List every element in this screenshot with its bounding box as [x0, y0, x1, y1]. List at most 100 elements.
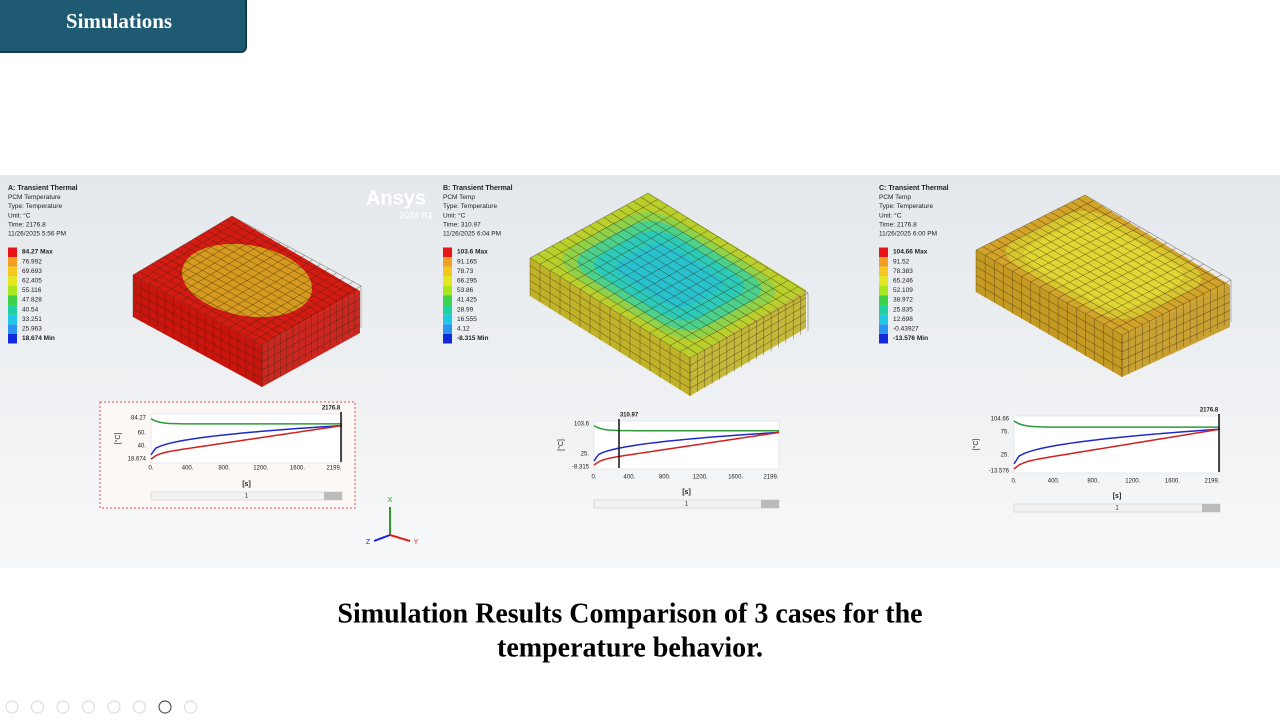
block-side — [690, 290, 806, 396]
mesh-line — [1094, 263, 1204, 320]
label: 800. — [218, 466, 230, 472]
label: Unit: °C — [8, 211, 31, 219]
label: 12.698 — [893, 316, 913, 323]
label: 0. — [148, 466, 153, 472]
mesh-line — [689, 292, 809, 359]
mesh-line — [679, 286, 799, 353]
label: Unit: °C — [879, 211, 902, 219]
mesh-line — [213, 259, 313, 320]
mesh-line — [132, 283, 361, 354]
label: Type: Temperature — [443, 203, 497, 210]
mesh-line — [188, 241, 318, 313]
slider-thumb — [1202, 504, 1220, 512]
mesh-line — [596, 221, 757, 322]
mesh-line — [639, 261, 759, 328]
legend-swatch — [8, 324, 17, 334]
label: [°C] — [114, 433, 122, 445]
legend-swatch — [443, 314, 452, 325]
mesh-line — [229, 268, 329, 328]
legend-swatch — [8, 333, 17, 344]
mesh-line — [132, 299, 361, 371]
label: Time: 2176.8 — [8, 222, 46, 229]
label: 2176.8 — [1200, 408, 1219, 414]
label: 91.52 — [893, 258, 910, 265]
legend-swatch — [443, 295, 452, 306]
curve — [1013, 420, 1220, 428]
mesh-line — [1103, 269, 1213, 325]
mesh-line — [261, 285, 362, 346]
label: 104.66 Max — [893, 249, 928, 256]
caption: Simulation Results Comparison of 3 cases… — [337, 598, 922, 629]
label: Y — [414, 539, 419, 546]
mesh-line — [205, 255, 305, 315]
header-tab — [0, 0, 247, 53]
legend-swatch — [443, 266, 452, 277]
label: 84.27 — [131, 416, 147, 422]
mesh-line — [1067, 247, 1177, 304]
mesh-line — [1050, 211, 1198, 298]
legend-swatch — [879, 314, 888, 325]
caption: temperature behavior. — [497, 632, 763, 663]
logo: Ansys — [366, 187, 426, 209]
label: -8.315 — [572, 465, 590, 471]
slider-thumb — [324, 492, 342, 500]
mesh-line — [618, 208, 779, 310]
mesh — [975, 194, 1232, 377]
legend-swatch — [879, 295, 888, 306]
label: 400. — [1048, 479, 1060, 485]
mesh-line — [610, 213, 772, 314]
mesh-line — [219, 223, 349, 294]
legend-swatch — [879, 266, 888, 277]
label: 0. — [591, 475, 596, 481]
label: [°C] — [972, 439, 980, 451]
label: -8.315 Min — [457, 335, 488, 342]
label: 400. — [182, 466, 194, 472]
label: Type: Temperature — [8, 203, 62, 210]
legend-swatch — [879, 247, 888, 258]
legend-swatch — [8, 266, 17, 277]
mesh-line — [669, 280, 789, 346]
mesh-line — [1076, 253, 1186, 309]
mesh-line — [1078, 198, 1225, 284]
mesh-line — [529, 280, 807, 382]
legend-swatch — [879, 305, 888, 315]
label: 11/26/2025 5:56 PM — [8, 231, 66, 238]
label: 11/26/2025 6:04 PM — [443, 231, 501, 238]
mesh-line — [237, 272, 337, 333]
label: 33.251 — [22, 316, 42, 323]
label: -0.43927 — [893, 326, 919, 333]
label: 0. — [1011, 479, 1016, 485]
label: 18.674 — [128, 457, 147, 463]
toolbar-icon — [132, 700, 147, 714]
toolbar-icon — [30, 700, 45, 714]
mesh-line — [245, 276, 346, 337]
label: 800. — [1087, 479, 1099, 485]
label: 25. — [1001, 453, 1010, 459]
label: 4.12 — [457, 326, 470, 333]
label: 11/26/2025 6:00 PM — [879, 231, 937, 238]
legend-swatch — [443, 276, 452, 286]
legend-swatch — [8, 247, 17, 258]
label: X — [388, 497, 393, 504]
label: -13.576 — [989, 469, 1010, 475]
label: 75. — [1001, 430, 1010, 436]
mesh-line — [649, 267, 769, 334]
label: 25.835 — [893, 306, 913, 313]
legend-swatch — [879, 285, 888, 296]
mesh-line — [1121, 279, 1232, 336]
label: 800. — [659, 475, 671, 481]
mesh-line — [253, 281, 354, 341]
label: PCM Temp — [879, 194, 911, 201]
label: 103.6 Max — [457, 249, 488, 256]
label: 25.963 — [22, 326, 42, 333]
label: 2199. — [763, 475, 778, 481]
label: [s] — [1113, 493, 1122, 500]
label: 104.66 — [991, 417, 1010, 423]
mesh-line — [200, 234, 331, 305]
label: Type: Temperature — [879, 203, 933, 210]
label: 78.383 — [893, 268, 913, 275]
label: PCM Temp — [443, 194, 475, 201]
label: 1 — [685, 502, 689, 508]
label: 55.116 — [22, 287, 42, 294]
label: 78.73 — [457, 268, 474, 275]
